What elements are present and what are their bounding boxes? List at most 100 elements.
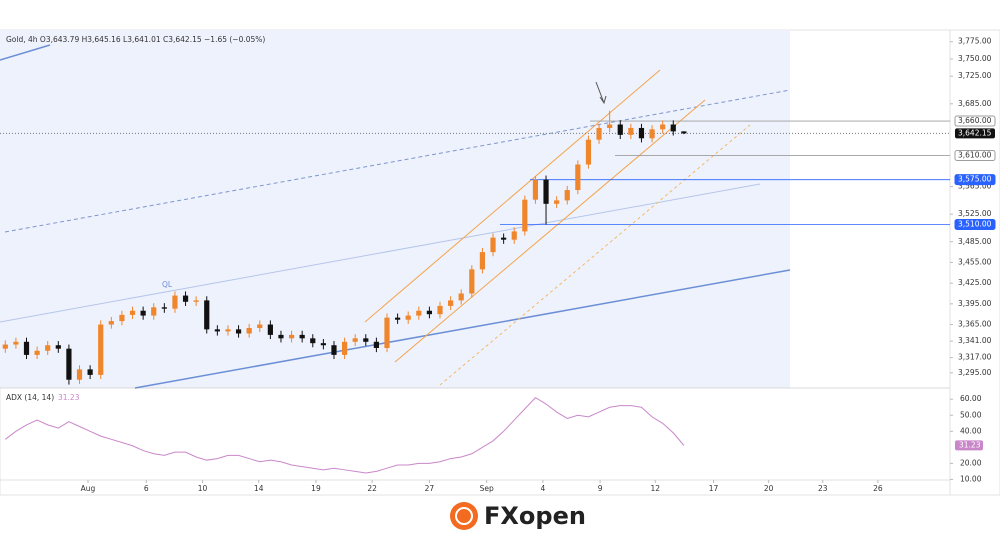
y-tick-label: 3,775.00	[958, 37, 992, 46]
candle-body	[66, 348, 72, 380]
y-tick-label: 3,525.00	[958, 209, 992, 218]
x-tick-label: 27	[425, 484, 435, 493]
price-badge	[954, 219, 996, 231]
candle-body	[395, 317, 401, 320]
candle-body	[437, 305, 443, 315]
price-badge-label: 3,660.00	[958, 116, 992, 125]
y-tick-label: 3,685.00	[958, 99, 992, 108]
candle-body	[246, 327, 252, 334]
candle-body	[204, 300, 210, 330]
candle-body	[352, 338, 358, 342]
arrow	[595, 81, 607, 105]
y-tick-label: 3,341.00	[958, 336, 992, 345]
x-tick-label: 23	[818, 484, 828, 493]
trendline	[134, 269, 791, 389]
candle-body	[638, 127, 645, 139]
candle-body	[532, 179, 539, 200]
candle-body	[119, 314, 125, 322]
candle-body	[257, 324, 263, 328]
candle-body	[87, 369, 93, 375]
candle-body	[575, 164, 581, 191]
brand-name: FXopen	[484, 502, 586, 530]
y-tick-label: 3,365.00	[958, 320, 992, 329]
logo	[455, 507, 473, 525]
indicator-value: 31.23	[58, 393, 80, 402]
candle-body	[278, 334, 284, 339]
candle-body	[267, 324, 273, 335]
candle-body	[129, 310, 136, 315]
candle-body	[681, 131, 687, 134]
candle-body	[522, 199, 528, 232]
candle-body	[670, 124, 676, 132]
candle-body	[225, 329, 231, 332]
y-tick-label: 50.00	[960, 410, 982, 419]
price-badge	[954, 150, 996, 162]
x-tick-label: Aug	[81, 484, 96, 493]
candle-body	[151, 307, 157, 316]
candle-body	[596, 127, 602, 140]
candle-body	[45, 345, 51, 351]
x-tick-label: 14	[254, 484, 264, 493]
highlight-zone	[0, 30, 790, 388]
annotation: QL	[162, 280, 173, 289]
logo	[450, 502, 478, 530]
candle-body	[310, 338, 316, 344]
candle-body	[384, 317, 390, 348]
candle-body	[564, 190, 570, 201]
x-tick-label: 20	[764, 484, 774, 493]
price-badge	[954, 174, 996, 186]
y-tick-label: 3,455.00	[958, 257, 992, 266]
candle-body	[98, 324, 104, 375]
last-price-badge	[955, 128, 995, 139]
adx-badge	[955, 440, 983, 451]
candle-body	[2, 344, 8, 349]
candle-body	[469, 269, 475, 294]
brand: FXopen	[450, 502, 586, 530]
y-tick-label: 3,425.00	[958, 278, 992, 287]
candle-body	[479, 252, 486, 270]
candle-body	[501, 237, 507, 240]
candle-body	[511, 231, 517, 240]
channel-line	[364, 69, 661, 323]
x-tick-label: 6	[144, 484, 149, 493]
candle-body	[235, 329, 242, 334]
candle-body	[363, 338, 369, 342]
candle-body	[373, 341, 379, 348]
candle-body	[182, 295, 189, 302]
y-tick-label: 40.00	[960, 426, 982, 435]
candle-body	[660, 124, 666, 130]
candle-body	[299, 334, 305, 339]
candle-body	[193, 300, 199, 302]
candle-body	[585, 139, 592, 165]
indicator-name: ADX (14, 14)	[6, 393, 54, 402]
price-badge-label: 3,575.00	[958, 175, 992, 184]
y-tick-label: 3,725.00	[958, 71, 992, 80]
last-price-label: 3,642.15	[958, 128, 992, 137]
candle-body	[628, 127, 634, 135]
x-tick-label: 4	[540, 484, 545, 493]
candle-body	[426, 310, 433, 315]
candle-body	[140, 310, 146, 316]
candle-body	[416, 310, 422, 316]
y-tick-label: 3,485.00	[958, 237, 992, 246]
channel-line	[394, 99, 706, 363]
candle-body	[55, 345, 61, 349]
candle-body	[13, 341, 19, 345]
y-tick-label: 3,750.00	[958, 54, 992, 63]
y-tick-label: 3,565.00	[958, 182, 992, 191]
y-tick-label: 10.00	[960, 474, 982, 483]
trendline	[0, 183, 761, 323]
x-tick-label: 26	[873, 484, 883, 493]
x-tick-label: 12	[650, 484, 660, 493]
y-tick-label: 3,395.00	[958, 299, 992, 308]
candle-body	[23, 341, 30, 355]
candle-body	[288, 334, 295, 339]
x-tick-label: 22	[367, 484, 377, 493]
x-tick-label: 17	[709, 484, 719, 493]
candle-body	[490, 237, 496, 253]
y-tick-label: 3,317.00	[958, 353, 992, 362]
y-tick-label: 3,295.00	[958, 368, 992, 377]
candle-body	[554, 200, 560, 204]
x-tick-label: Sep	[480, 484, 494, 493]
candle-body	[331, 345, 337, 355]
